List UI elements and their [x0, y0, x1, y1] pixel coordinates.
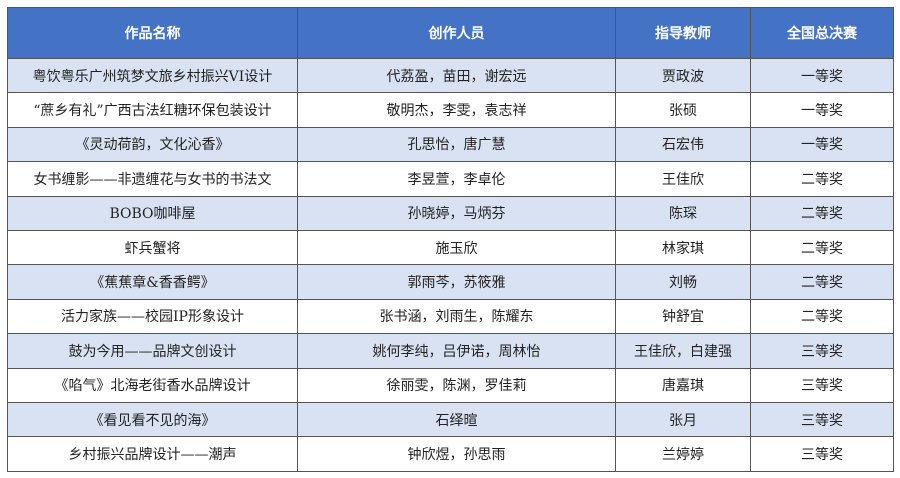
table-row: 《灵动荷韵，文化沁香》 孔思怡，唐广慧 石宏伟 一等奖 — [7, 126, 894, 163]
cell-advisor: 王佳欣，白建强 — [615, 333, 751, 369]
cell-creators: 张书涵，刘雨生，陈耀东 — [297, 298, 616, 335]
cell-advisor: 兰婷婷 — [615, 436, 751, 472]
cell-work-name: 《灵动荷韵，文化沁香》 — [7, 126, 298, 163]
table-row: 活力家族——校园IP形象设计 张书涵，刘雨生，陈耀东 钟舒宜 二等奖 — [7, 298, 894, 335]
cell-work-name: 粤饮粤乐广州筑梦文旅乡村振兴VI设计 — [7, 57, 298, 94]
cell-award: 三等奖 — [750, 436, 894, 472]
cell-award: 三等奖 — [750, 333, 894, 369]
cell-creators: 孔思怡，唐广慧 — [297, 126, 616, 163]
cell-advisor: 石宏伟 — [615, 126, 751, 163]
cell-advisor: 林家琪 — [615, 229, 751, 266]
table-row: 粤饮粤乐广州筑梦文旅乡村振兴VI设计 代荔盈，苗田，谢宏远 贾政波 一等奖 — [7, 57, 894, 94]
cell-award: 一等奖 — [750, 126, 894, 163]
cell-award: 二等奖 — [750, 229, 894, 266]
cell-award: 三等奖 — [750, 401, 894, 438]
cell-advisor: 唐嘉琪 — [615, 367, 751, 403]
cell-creators: 李昱萱，李卓伦 — [297, 161, 616, 197]
cell-creators: 姚何李纯，吕伊诺，周林怡 — [297, 333, 616, 369]
table-row: 女书缠影——非遗缠花与女书的书法文 李昱萱，李卓伦 王佳欣 二等奖 — [7, 161, 894, 197]
cell-work-name: 《啗气》北海老街香水品牌设计 — [7, 367, 298, 403]
table-row: “蔗乡有礼”广西古法红糖环保包装设计 敬明杰，李雯，袁志祥 张硕 一等奖 — [7, 92, 894, 128]
cell-creators: 钟欣煜，孙思雨 — [297, 436, 616, 472]
table-row: 乡村振兴品牌设计——潮声 钟欣煜，孙思雨 兰婷婷 三等奖 — [7, 436, 894, 472]
cell-award: 一等奖 — [750, 92, 894, 128]
cell-advisor: 张月 — [615, 401, 751, 438]
cell-work-name: 鼓为今用——品牌文创设计 — [7, 333, 298, 369]
table-row: 《蕉蕉章&香香鳄》 郭雨芩，苏筱雅 刘畅 二等奖 — [7, 264, 894, 300]
cell-advisor: 刘畅 — [615, 264, 751, 300]
table-row: BOBO咖啡屋 孙晓婷，马炳芬 陈琛 二等奖 — [7, 195, 894, 231]
cell-award: 一等奖 — [750, 57, 894, 94]
cell-award: 二等奖 — [750, 264, 894, 300]
cell-advisor: 王佳欣 — [615, 161, 751, 197]
table-row: 《看见看不见的海》 石绎暄 张月 三等奖 — [7, 401, 894, 438]
cell-award: 二等奖 — [750, 298, 894, 335]
cell-award: 二等奖 — [750, 161, 894, 197]
cell-work-name: BOBO咖啡屋 — [7, 195, 298, 231]
cell-work-name: 虾兵蟹将 — [7, 229, 298, 266]
table-row: 虾兵蟹将 施玉欣 林家琪 二等奖 — [7, 229, 894, 266]
cell-creators: 石绎暄 — [297, 401, 616, 438]
cell-award: 二等奖 — [750, 195, 894, 231]
cell-creators: 代荔盈，苗田，谢宏远 — [297, 57, 616, 94]
cell-advisor: 陈琛 — [615, 195, 751, 231]
header-creators: 创作人员 — [297, 7, 616, 59]
cell-award: 三等奖 — [750, 367, 894, 403]
cell-work-name: 活力家族——校园IP形象设计 — [7, 298, 298, 335]
header-national-final: 全国总决赛 — [750, 7, 894, 59]
cell-creators: 敬明杰，李雯，袁志祥 — [297, 92, 616, 128]
cell-creators: 孙晓婷，马炳芬 — [297, 195, 616, 231]
header-work-name: 作品名称 — [7, 7, 298, 59]
cell-creators: 徐丽雯，陈渊，罗佳莉 — [297, 367, 616, 403]
cell-creators: 郭雨芩，苏筱雅 — [297, 264, 616, 300]
cell-creators: 施玉欣 — [297, 229, 616, 266]
table-row: 《啗气》北海老街香水品牌设计 徐丽雯，陈渊，罗佳莉 唐嘉琪 三等奖 — [7, 367, 894, 403]
header-row: 作品名称 创作人员 指导教师 全国总决赛 — [7, 7, 894, 59]
cell-work-name: 女书缠影——非遗缠花与女书的书法文 — [7, 161, 298, 197]
cell-advisor: 钟舒宜 — [615, 298, 751, 335]
cell-advisor: 张硕 — [615, 92, 751, 128]
cell-advisor: 贾政波 — [615, 57, 751, 94]
table-row: 鼓为今用——品牌文创设计 姚何李纯，吕伊诺，周林怡 王佳欣，白建强 三等奖 — [7, 333, 894, 369]
awards-table: 作品名称 创作人员 指导教师 全国总决赛 粤饮粤乐广州筑梦文旅乡村振兴VI设计代… — [7, 7, 894, 472]
cell-work-name: “蔗乡有礼”广西古法红糖环保包装设计 — [7, 92, 298, 128]
header-advisor: 指导教师 — [615, 7, 751, 59]
cell-work-name: 乡村振兴品牌设计——潮声 — [7, 436, 298, 472]
cell-work-name: 《蕉蕉章&香香鳄》 — [7, 264, 298, 300]
cell-work-name: 《看见看不见的海》 — [7, 401, 298, 438]
